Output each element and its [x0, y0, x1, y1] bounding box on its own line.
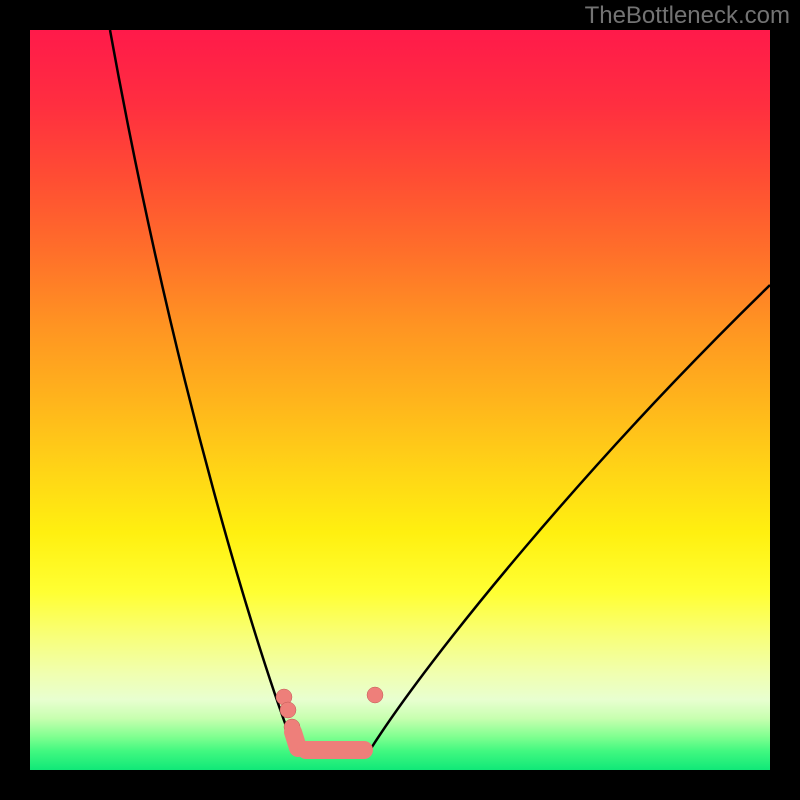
bottleneck-chart-svg: [30, 30, 770, 770]
marker-pill: [293, 732, 298, 748]
chart-background: [30, 30, 770, 770]
marker-dot: [280, 702, 296, 718]
plot-container: [30, 30, 770, 770]
marker-dot: [367, 687, 383, 703]
watermark-text: TheBottleneck.com: [585, 2, 790, 30]
